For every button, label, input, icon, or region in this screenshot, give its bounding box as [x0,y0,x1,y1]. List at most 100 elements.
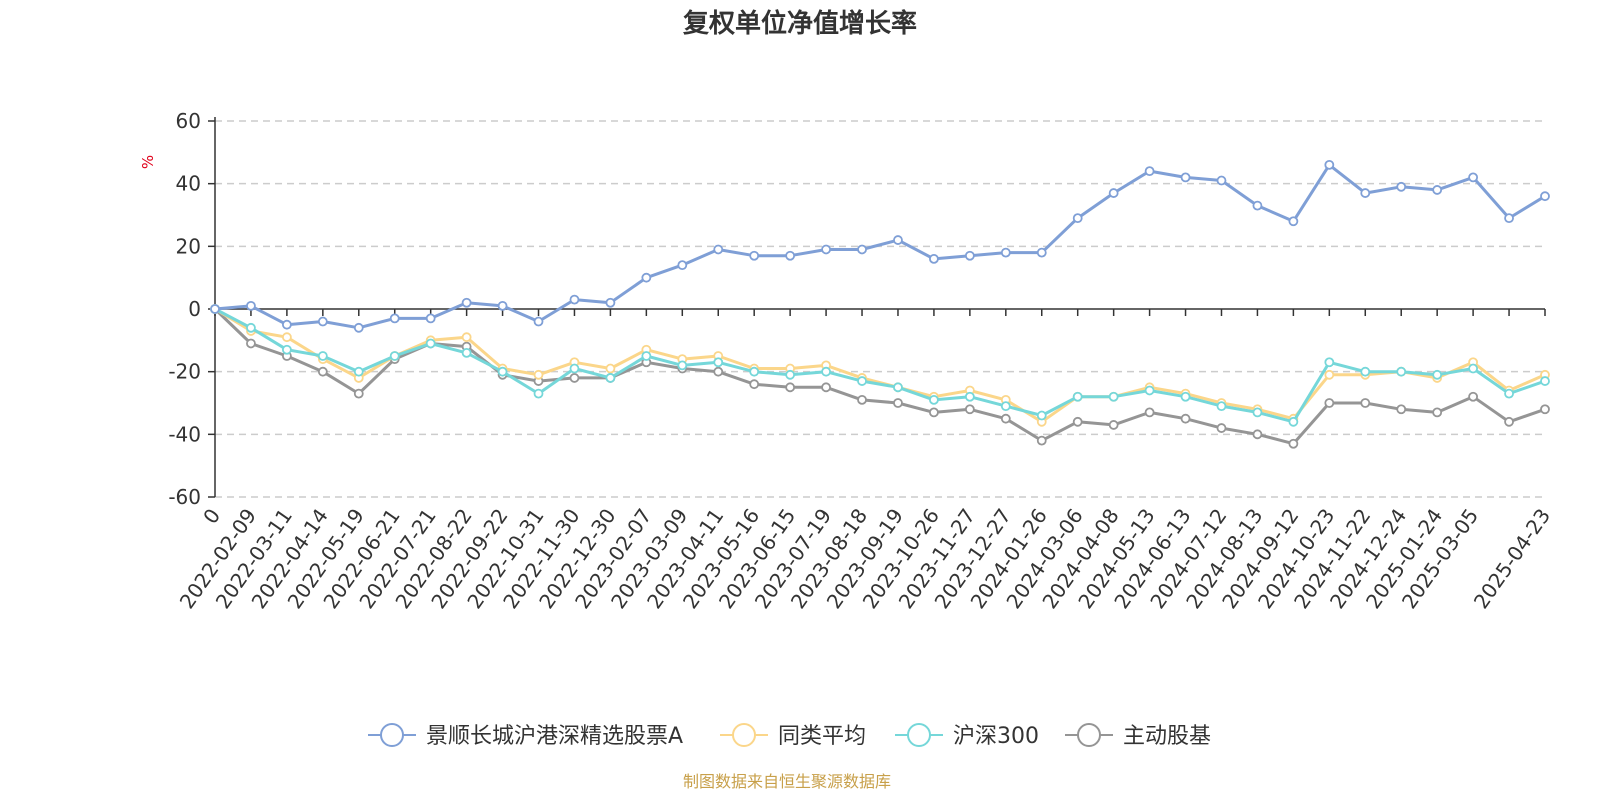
data-point [1180,172,1191,183]
data-point [533,369,544,380]
data-point [425,338,436,349]
data-point [1072,213,1083,224]
data-point [1432,185,1443,195]
data-point [1396,366,1407,377]
data-source-note: 制图数据来自恒生聚源数据库 [683,772,891,791]
data-point [1036,247,1047,258]
data-point [749,366,760,377]
data-point [821,244,831,255]
data-point [317,316,328,327]
data-point [1252,200,1263,211]
data-point [964,391,975,402]
data-point [1540,404,1550,415]
data-point [713,357,724,368]
data-point [533,388,544,399]
data-point [1540,376,1550,386]
data-point [1360,188,1371,198]
data-point [1504,388,1514,399]
data-point [857,376,867,386]
data-point [1180,391,1191,402]
data-point [1108,420,1119,430]
data-point [569,294,580,305]
data-point [389,351,400,361]
data-point [533,316,544,327]
data-point [210,304,220,314]
data-point [1540,191,1550,202]
y-axis-unit: % [139,155,157,169]
data-point [353,366,364,377]
data-point [461,332,472,343]
data-point [461,347,472,358]
data-point [281,332,292,343]
data-point [317,366,328,377]
data-point [1000,413,1011,424]
data-point [1504,213,1514,224]
data-point [1360,398,1371,408]
data-point [713,366,724,377]
data-point [785,250,796,261]
axes: 6040200-20-40-6002022-02-092022-03-11202… [168,109,1555,613]
data-point [857,394,867,405]
legend-label: 同类平均 [778,724,866,749]
data-point [569,373,580,383]
data-point [353,388,364,399]
data-point [497,300,508,311]
legend-label: 沪深300 [953,724,1039,749]
data-point [964,250,975,261]
data-point [749,250,760,261]
data-point [1360,366,1371,377]
x-tick-label: 0 [198,504,225,528]
data-point [353,322,364,333]
data-point [713,244,724,255]
legend-label: 景顺长城沪港深精选股票A [426,724,683,749]
legend-item[interactable]: 主动股基 [1065,723,1211,749]
data-point [605,363,616,374]
data-point [1288,438,1299,449]
data-point [1288,216,1299,227]
data-point [246,338,256,349]
legend-item[interactable]: 同类平均 [720,723,866,749]
data-point [281,319,292,330]
data-point [1324,159,1335,170]
data-point [929,407,939,418]
series-line [214,307,1546,424]
data-point [1396,181,1407,192]
data-point [641,351,652,361]
data-point [1468,391,1479,402]
data-point [1468,363,1479,374]
data-point [569,363,580,374]
data-point [749,379,760,390]
y-tick-label: 0 [188,297,201,321]
data-point [1468,172,1479,183]
legend-item[interactable]: 沪深300 [895,723,1039,749]
data-point [1432,407,1443,418]
data-point [1396,404,1407,415]
legend-marker-icon [907,723,931,747]
data-point [929,253,939,264]
data-point [1072,416,1083,427]
data-point [893,382,903,393]
data-point [785,369,796,380]
data-point [605,297,616,308]
data-point [1324,398,1335,408]
data-point [893,235,903,245]
data-point [893,398,903,408]
legend-label: 主动股基 [1123,724,1211,749]
legend-marker-icon [380,723,404,747]
data-point [1144,407,1155,418]
data-point [1108,188,1119,198]
data-point [1432,369,1443,380]
data-point [785,382,796,393]
legend-marker-icon [1077,723,1101,747]
series-line [214,307,1546,424]
data-point [677,260,688,271]
chart-title: 复权单位净值增长率 [683,8,917,39]
legend[interactable]: 景顺长城沪港深精选股票A 同类平均 沪深300 主动股基 [368,723,1211,749]
legend-item[interactable]: 景顺长城沪港深精选股票A [368,723,683,749]
data-point [929,394,939,405]
data-point [246,300,256,311]
data-point [246,322,256,333]
data-point [1216,401,1227,412]
data-point [1216,423,1227,433]
